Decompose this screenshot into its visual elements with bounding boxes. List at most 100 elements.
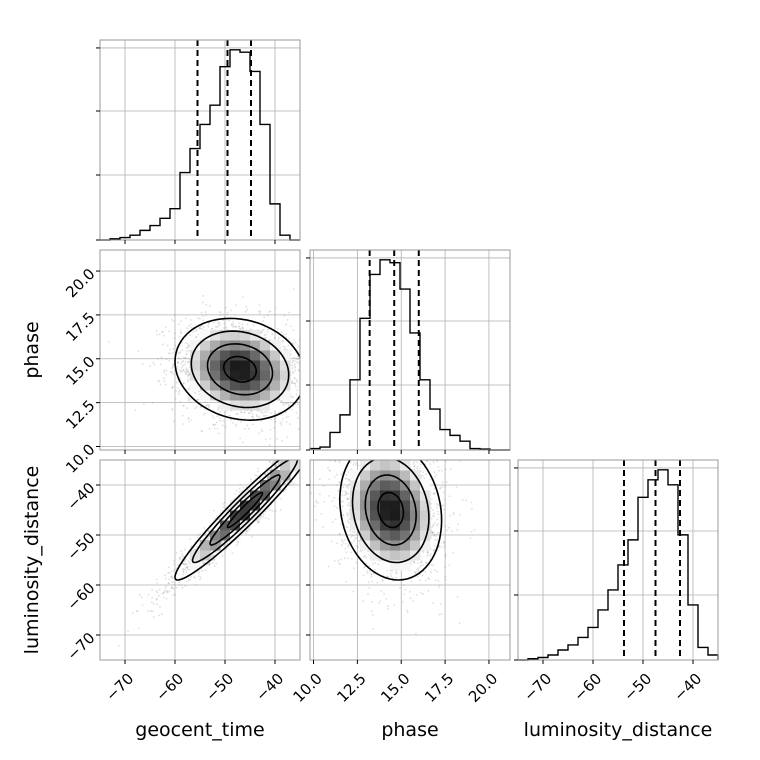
scatter-point: [285, 416, 288, 419]
scatter-point: [184, 585, 187, 587]
density-bin: [210, 330, 221, 341]
scatter-point: [186, 347, 189, 350]
scatter-point: [281, 481, 283, 483]
histogram-panel-phase: [306, 249, 511, 454]
scatter-point: [267, 476, 270, 479]
scatter-point: [258, 415, 260, 418]
scatter-point: [171, 407, 174, 410]
scatter-point: [164, 587, 167, 589]
scatter-point: [147, 609, 150, 612]
scatter-point: [248, 427, 250, 430]
scatter-point: [412, 453, 414, 455]
scatter-point: [220, 311, 222, 314]
scatter-point: [216, 427, 219, 430]
scatter-point: [307, 435, 309, 437]
scatter-point: [173, 337, 176, 339]
scatter-point: [188, 562, 191, 565]
scatter-point: [226, 543, 229, 545]
axes-frame: [99, 249, 301, 451]
scatter-point: [226, 313, 229, 316]
scatter-point: [165, 590, 168, 593]
scatter-point: [290, 408, 293, 411]
scatter-point: [379, 600, 381, 603]
scatter-point: [291, 371, 294, 373]
density-bin: [260, 480, 271, 491]
scatter-point: [290, 436, 292, 438]
scatter-point: [303, 450, 305, 452]
scatter-point: [182, 368, 185, 371]
scatter-point: [302, 455, 304, 457]
scatter-point: [237, 541, 239, 544]
scatter-point: [251, 535, 254, 538]
scatter-point: [322, 485, 325, 487]
scatter-point: [358, 396, 360, 398]
density-bin: [280, 390, 291, 401]
scatter-point: [244, 310, 247, 313]
density-bin: [190, 360, 201, 371]
scatter-point: [435, 503, 438, 506]
scatter-point: [280, 413, 283, 416]
scatter-point: [174, 397, 177, 400]
scatter-point: [350, 452, 352, 454]
scatter-point: [329, 397, 331, 399]
scatter-point: [424, 421, 426, 423]
scatter-point: [186, 327, 189, 330]
scatter-point: [260, 411, 262, 413]
scatter-point: [235, 304, 238, 306]
scatter-point: [224, 501, 226, 504]
scatter-point: [167, 571, 170, 574]
scatter-point: [266, 314, 269, 317]
scatter-point: [307, 460, 309, 462]
scatter-point: [283, 315, 286, 317]
scatter-point: [264, 473, 266, 476]
scatter-point: [257, 520, 260, 523]
scatter-point: [204, 569, 207, 572]
scatter-point: [181, 360, 184, 363]
scatter-point: [264, 414, 266, 417]
scatter-point: [333, 382, 335, 384]
scatter-point: [299, 457, 301, 459]
scatter-point: [217, 408, 219, 411]
scatter-point: [187, 578, 190, 581]
scatter-point: [178, 335, 181, 338]
scatter-point: [239, 437, 242, 440]
scatter-point: [311, 423, 313, 425]
scatter-point: [187, 345, 190, 348]
scatter-point: [419, 561, 422, 564]
scatter-point: [163, 334, 165, 337]
scatter-point: [168, 330, 171, 332]
scatter-point: [298, 457, 300, 459]
scatter-point: [280, 424, 283, 427]
scatter-point: [171, 387, 174, 390]
scatter-point: [305, 444, 307, 446]
scatter-point: [166, 590, 169, 592]
scatter-point: [277, 327, 279, 330]
scatter-point: [158, 379, 161, 382]
scatter-point: [184, 356, 187, 359]
scatter-point: [220, 542, 222, 545]
scatter-point: [178, 358, 181, 360]
scatter-point: [172, 577, 174, 579]
scatter-point: [285, 488, 288, 491]
scatter-point: [194, 577, 196, 579]
scatter-point: [208, 305, 211, 308]
scatter-point: [302, 487, 304, 489]
scatter-point: [311, 439, 313, 441]
density-bin: [190, 350, 201, 361]
scatter-point: [314, 369, 316, 371]
scatter-point: [164, 589, 166, 592]
scatter-point: [219, 417, 221, 419]
scatter-point: [212, 417, 215, 419]
scatter-point: [268, 444, 271, 446]
scatter-point: [316, 425, 318, 427]
scatter-point: [172, 594, 175, 596]
scatter-point: [175, 381, 178, 384]
scatter-point: [299, 453, 301, 455]
scatter-point: [255, 414, 258, 417]
scatter-point: [294, 455, 296, 457]
scatter-point: [296, 453, 298, 455]
scatter-point: [170, 587, 173, 589]
scatter-point: [172, 386, 174, 388]
scatter-point: [183, 559, 186, 562]
scatter-point: [165, 369, 168, 372]
